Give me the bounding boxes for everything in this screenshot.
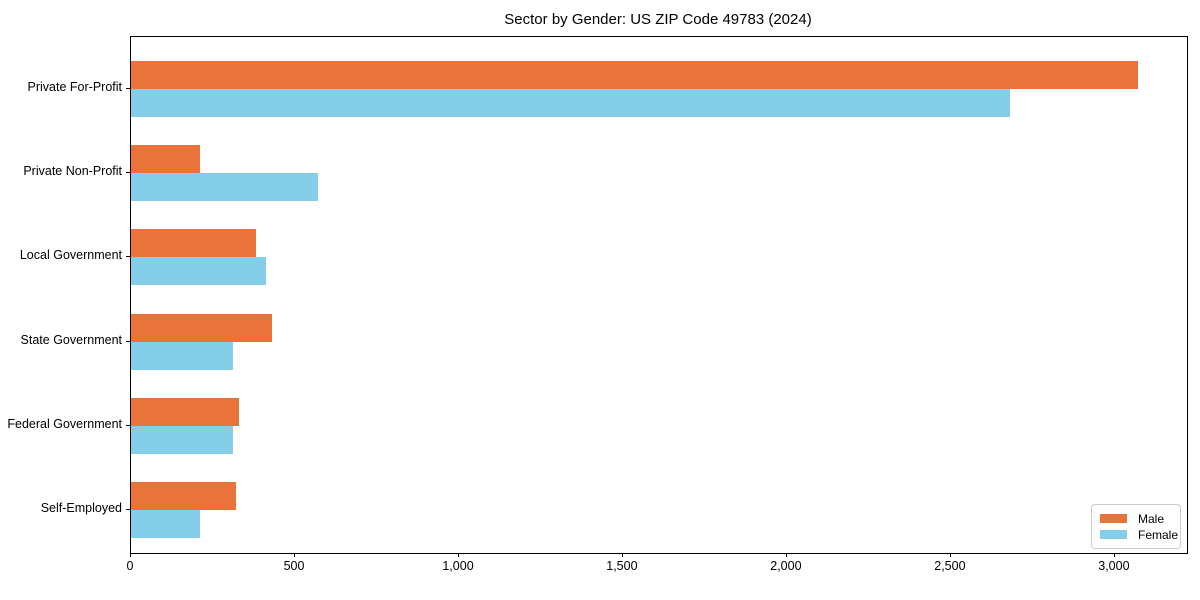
y-axis-label-private-non-profit: Private Non-Profit bbox=[23, 164, 122, 179]
bar-female-local-government bbox=[131, 257, 266, 286]
y-axis-tick bbox=[126, 172, 130, 174]
bar-male-self-employed bbox=[131, 482, 236, 510]
bar-male-federal-government bbox=[131, 397, 240, 426]
legend-label-female: Female bbox=[1138, 527, 1179, 542]
bar-female-self-employed bbox=[131, 510, 200, 538]
legend-item-male: Male bbox=[1092, 511, 1180, 526]
x-axis-tick bbox=[458, 553, 459, 557]
bar-male-state-government bbox=[131, 313, 272, 342]
x-axis-tick bbox=[621, 553, 623, 557]
y-axis-label-private-for-profit: Private For-Profit bbox=[27, 80, 122, 94]
x-axis-tick bbox=[130, 553, 131, 557]
y-axis-label-federal-government: Federal Government bbox=[7, 416, 122, 431]
x-axis-tick bbox=[949, 553, 951, 557]
legend: Male Female bbox=[1091, 504, 1181, 549]
x-axis-tick-label-3-000: 3,000 bbox=[1098, 559, 1130, 573]
x-axis-tick bbox=[1113, 553, 1115, 557]
bar-female-private-non-profit bbox=[131, 173, 318, 202]
y-axis-tick bbox=[126, 256, 130, 258]
bar-male-local-government bbox=[131, 229, 256, 258]
y-axis-tick bbox=[126, 88, 130, 89]
legend-label-male: Male bbox=[1138, 511, 1165, 526]
x-axis-tick-label-500: 500 bbox=[283, 559, 305, 573]
x-axis-tick-label-1-500: 1,500 bbox=[606, 559, 638, 573]
x-axis-tick bbox=[294, 553, 295, 557]
y-axis-label-state-government: State Government bbox=[20, 332, 122, 347]
x-axis-tick-label-2-000: 2,000 bbox=[770, 559, 802, 573]
bar-male-private-non-profit bbox=[131, 145, 200, 174]
x-axis-tick-label-2-500: 2,500 bbox=[934, 559, 966, 573]
chart-title: Sector by Gender: US ZIP Code 49783 (202… bbox=[504, 11, 812, 28]
y-axis-tick bbox=[126, 424, 130, 426]
bar-male-private-for-profit bbox=[131, 61, 1138, 89]
bar-female-federal-government bbox=[131, 425, 233, 454]
x-axis-tick-label-0: 0 bbox=[126, 559, 134, 573]
bar-female-state-government bbox=[131, 341, 233, 370]
y-axis-tick bbox=[126, 340, 130, 342]
legend-swatch-female-icon bbox=[1100, 530, 1127, 539]
y-axis-tick bbox=[126, 509, 130, 510]
x-axis-tick bbox=[785, 553, 787, 557]
y-axis-label-local-government: Local Government bbox=[19, 248, 122, 263]
legend-swatch-male-icon bbox=[1100, 514, 1127, 523]
bar-female-private-for-profit bbox=[131, 89, 1010, 117]
y-axis-label-self-employed: Self-Employed bbox=[40, 501, 122, 515]
x-axis-tick-label-1-000: 1,000 bbox=[442, 559, 474, 573]
legend-item-female: Female bbox=[1092, 527, 1180, 542]
plot-area: Male Female bbox=[130, 36, 1188, 554]
